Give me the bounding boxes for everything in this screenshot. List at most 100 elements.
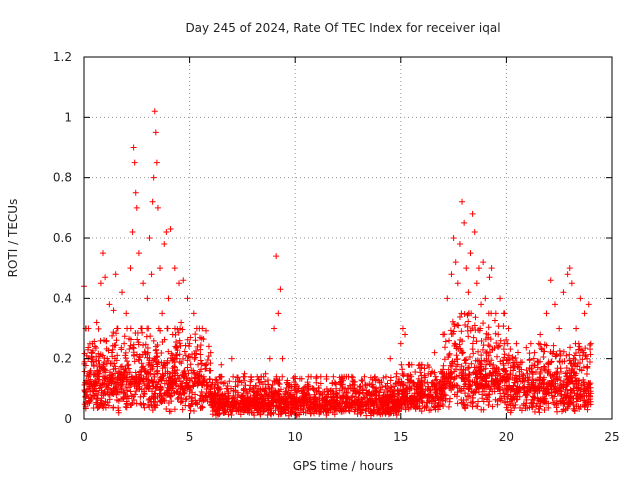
band-point	[571, 369, 578, 376]
band-point	[105, 402, 112, 409]
band-point	[218, 379, 225, 386]
band-point	[502, 368, 509, 375]
band-point	[135, 341, 142, 348]
band-point	[308, 410, 315, 417]
band-point	[387, 405, 394, 412]
band-point	[506, 383, 513, 390]
band-point	[195, 372, 202, 379]
band-point	[587, 346, 594, 353]
band-point	[429, 368, 436, 375]
band-point	[547, 383, 554, 390]
band-point	[316, 410, 323, 417]
band-point	[436, 395, 443, 402]
band-point	[570, 401, 577, 408]
band-point	[185, 382, 192, 389]
band-point	[415, 362, 422, 369]
band-point	[124, 387, 131, 394]
band-point	[127, 402, 134, 409]
band-point	[177, 399, 184, 406]
data-point	[235, 391, 242, 398]
band-point	[186, 354, 193, 361]
y-axis-label: ROTI / TECUs	[6, 199, 20, 278]
band-point	[182, 402, 189, 409]
data-point	[97, 280, 104, 287]
band-point	[246, 409, 253, 416]
band-point	[375, 392, 382, 399]
band-point	[325, 391, 332, 398]
band-point	[179, 406, 186, 413]
band-point	[331, 411, 338, 418]
band-point	[220, 403, 227, 410]
band-point	[163, 406, 170, 413]
band-point	[418, 397, 425, 404]
band-point	[194, 401, 201, 408]
band-point	[348, 373, 355, 380]
band-point	[94, 396, 101, 403]
band-point	[102, 375, 109, 382]
band-point	[329, 403, 336, 410]
band-point	[180, 355, 187, 362]
band-point	[564, 373, 571, 380]
band-point	[149, 357, 156, 364]
band-point	[399, 371, 406, 378]
band-point	[207, 393, 214, 400]
data-point	[454, 280, 461, 287]
band-point	[556, 358, 563, 365]
band-point	[226, 378, 233, 385]
band-point	[306, 396, 313, 403]
band-point	[141, 390, 148, 397]
band-point	[304, 381, 311, 388]
band-point	[573, 403, 580, 410]
band-point	[493, 339, 500, 346]
band-point	[96, 353, 103, 360]
band-point	[517, 378, 524, 385]
band-point	[469, 346, 476, 353]
band-point	[475, 398, 482, 405]
band-point	[182, 352, 189, 359]
band-point	[164, 325, 171, 332]
band-point	[359, 407, 366, 414]
band-point	[95, 357, 102, 364]
band-point	[417, 369, 424, 376]
band-point	[298, 402, 305, 409]
band-point	[483, 330, 490, 337]
band-point	[124, 371, 131, 378]
band-point	[258, 400, 265, 407]
band-point	[110, 404, 117, 411]
band-point	[93, 353, 100, 360]
band-point	[587, 384, 594, 391]
band-point	[569, 366, 576, 373]
band-point	[567, 344, 574, 351]
band-point	[223, 399, 230, 406]
band-point	[198, 366, 205, 373]
band-point	[426, 364, 433, 371]
band-point	[556, 374, 563, 381]
band-point	[505, 373, 512, 380]
band-point	[457, 345, 464, 352]
band-point	[483, 396, 490, 403]
data-point	[410, 379, 417, 386]
band-point	[179, 326, 186, 333]
band-point	[462, 360, 469, 367]
band-point	[562, 370, 569, 377]
band-point	[504, 406, 511, 413]
band-point	[138, 401, 145, 408]
band-point	[573, 349, 580, 356]
band-point	[183, 395, 190, 402]
band-point	[495, 331, 502, 338]
band-point	[299, 390, 306, 397]
data-point	[108, 388, 115, 395]
band-point	[281, 393, 288, 400]
data-point	[577, 295, 584, 302]
band-point	[272, 389, 279, 396]
data-point	[91, 385, 98, 392]
data-point	[159, 310, 166, 317]
band-point	[159, 371, 166, 378]
data-point	[480, 259, 487, 266]
band-point	[517, 385, 524, 392]
band-point	[414, 389, 421, 396]
band-point	[118, 346, 125, 353]
band-point	[189, 394, 196, 401]
band-point	[461, 310, 468, 317]
band-point	[533, 402, 540, 409]
